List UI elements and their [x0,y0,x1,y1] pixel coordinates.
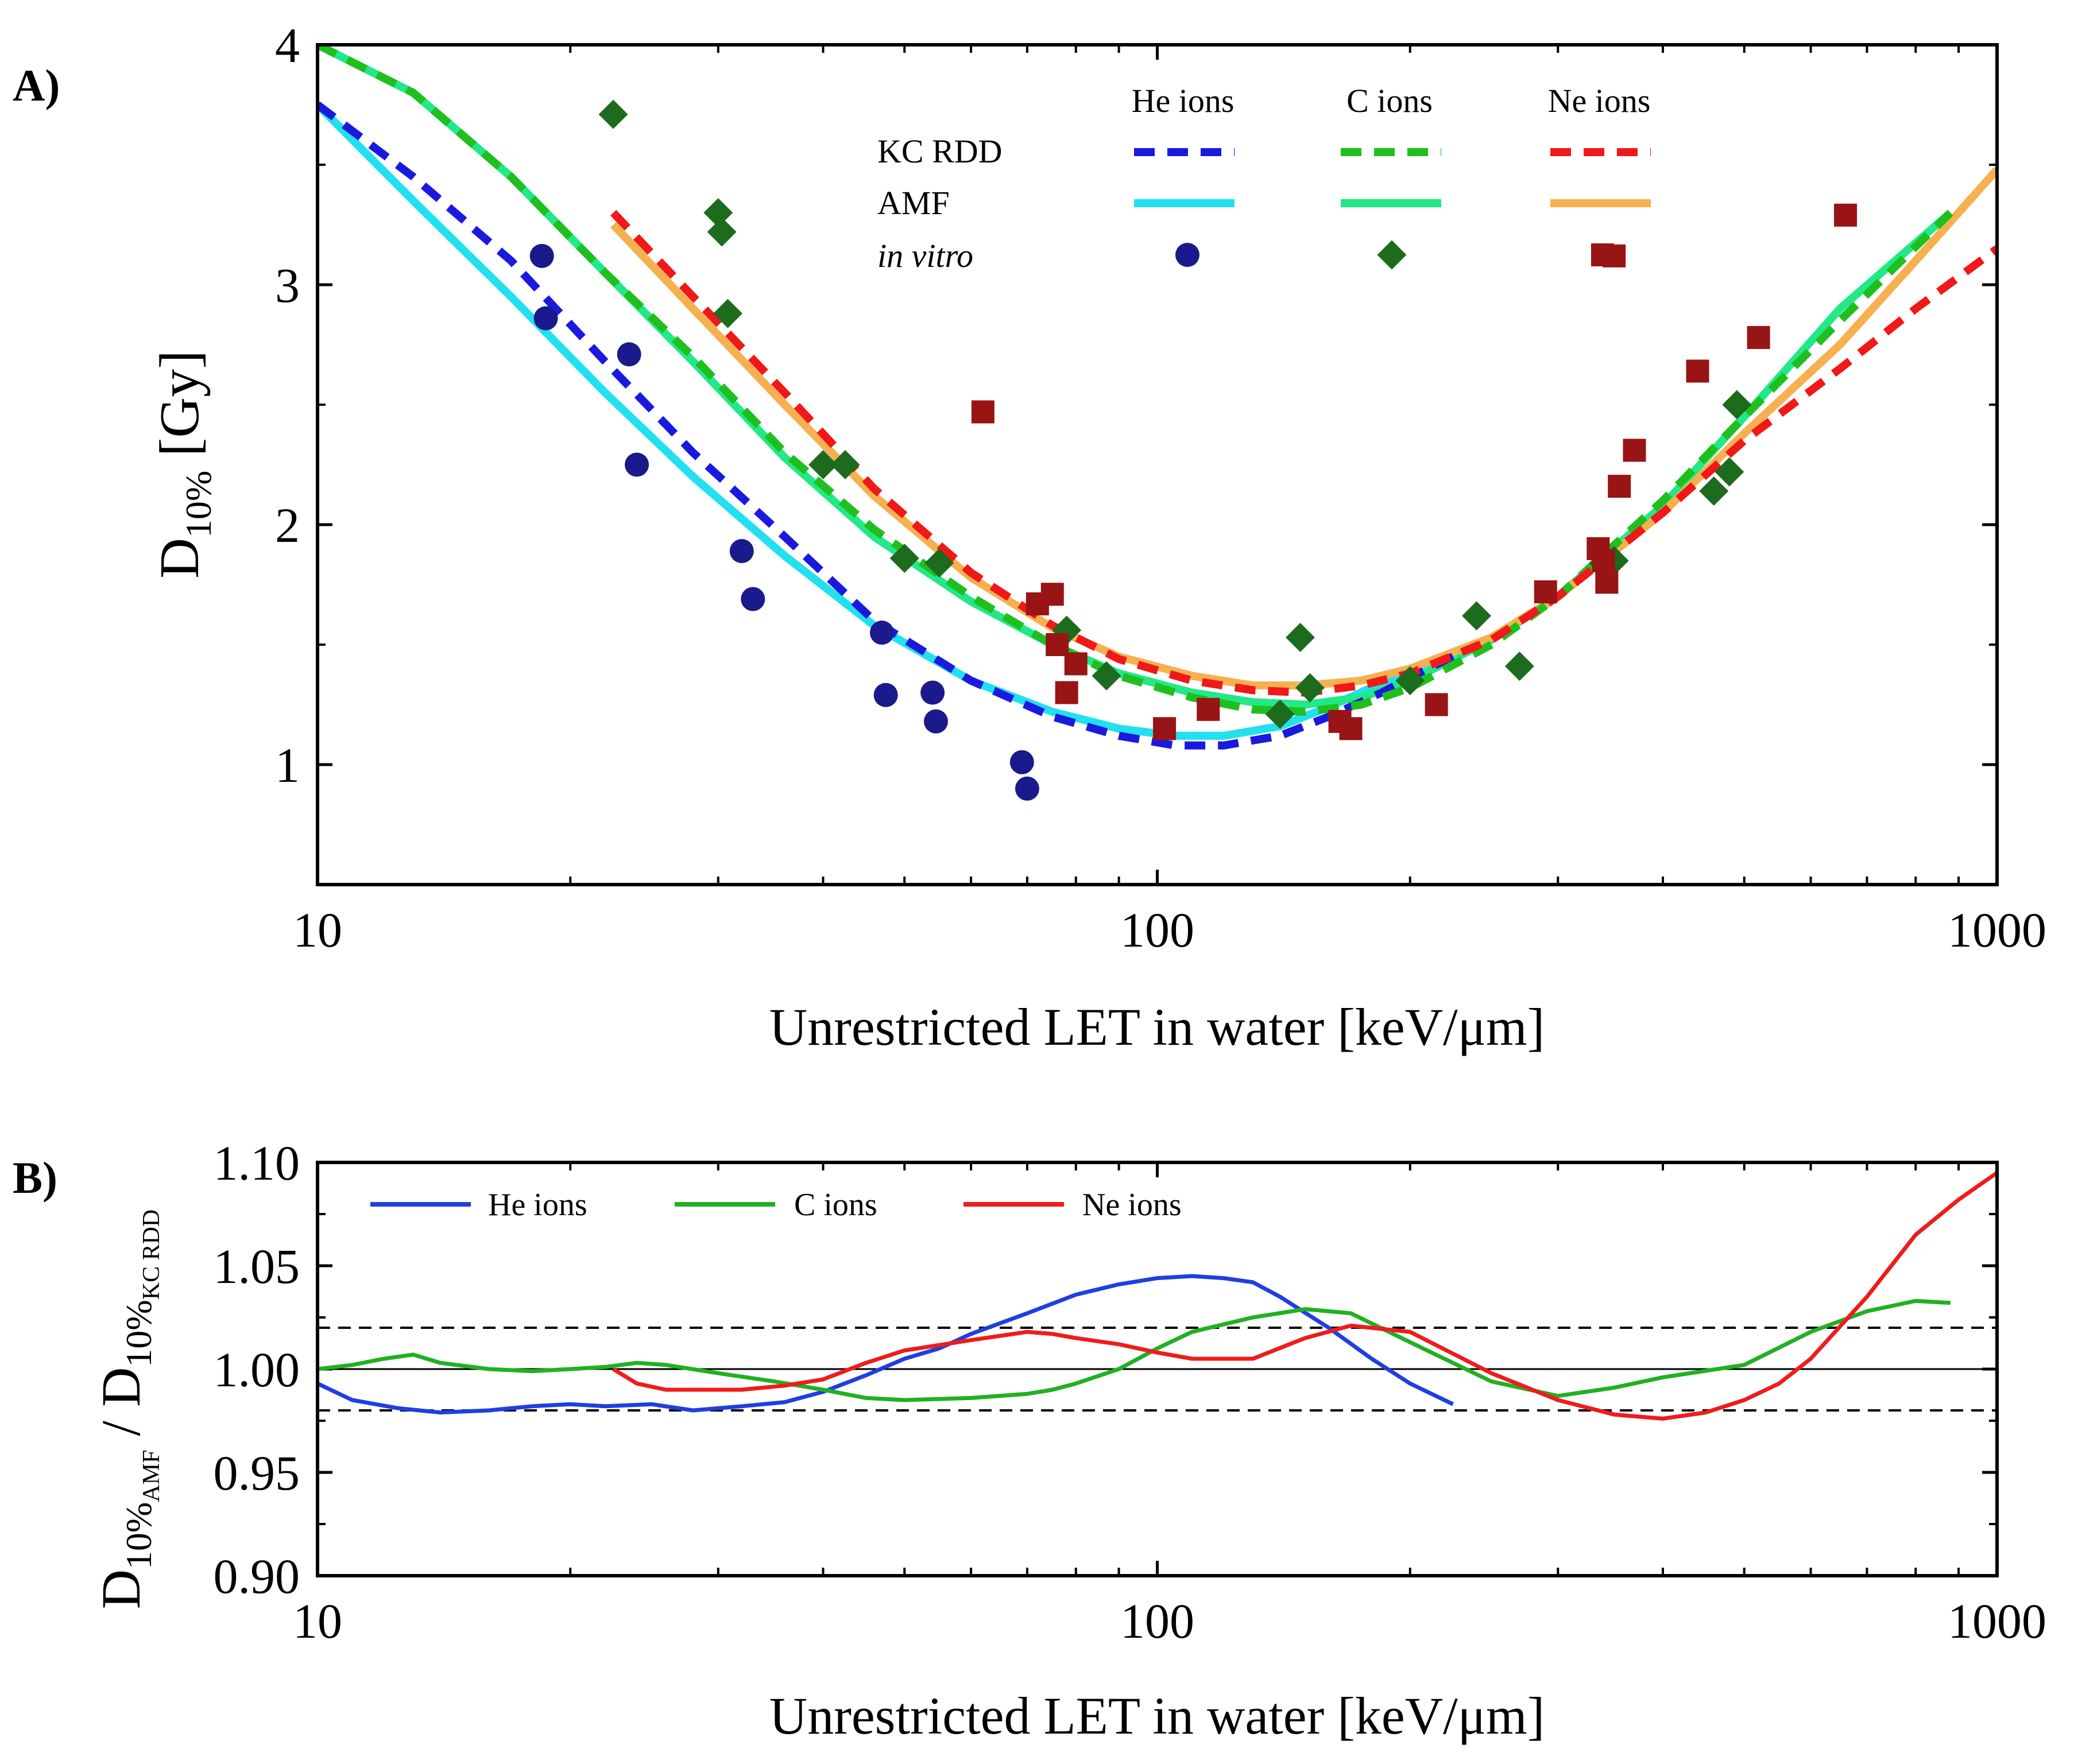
panel-b-legend: He ions C ions Ne ions [370,1187,1182,1223]
point-he-ions-in-vitro [617,342,641,367]
point-ne-ions-in-vitro [1055,681,1078,704]
point-he-ions-in-vitro [741,587,765,611]
legend-b-ne-text: Ne ions [1082,1187,1182,1223]
panel-b-ytick-label: 1.05 [214,1239,300,1294]
panel-a-legend: He ions C ions Ne ions KC RDD AMF in vit… [877,82,1651,274]
point-ne-ions-in-vitro [1064,652,1088,676]
point-ne-ions-in-vitro [1339,717,1363,741]
point-he-ions-in-vitro [869,621,894,645]
panel-a-ytick-label: 1 [275,738,300,793]
panel-a-label: A) [13,60,60,110]
point-c-ions-in-vitro [889,544,919,573]
point-he-ions-in-vitro [920,680,945,705]
point-he-ions-in-vitro [1009,750,1034,774]
panel-b-xtick-label: 100 [1120,1594,1194,1649]
panel-a: A) 10 100 1000 1 2 3 4 He ions C ions Ne ions … [13,18,2046,1056]
series-b-ne-ions [612,1171,1997,1421]
point-ne-ions-in-vitro [1747,325,1770,349]
point-ne-ions-in-vitro [1834,203,1858,227]
series-ne-ions-amf [610,166,1997,690]
panel-a-tick-labels: 10 100 1000 1 2 3 4 [275,18,2046,957]
legend-row-amf: AMF [877,184,950,222]
point-ne-ions-in-vitro [1623,439,1646,462]
panel-b-series [318,1171,1997,1421]
panel-b-xlabel: Unrestricted LET in water [keV/μm] [769,1687,1545,1745]
point-c-ions-in-vitro [1462,601,1492,631]
legend-col-he: He ions [1132,82,1235,119]
panel-b-ylabel: D10%AMF / D10%KC RDD [90,1209,165,1610]
series-b-he-ions [318,1274,1454,1415]
panel-a-xlabel: Unrestricted LET in water [keV/μm] [769,998,1545,1056]
panel-b-xtick-label: 1000 [1948,1594,2046,1649]
point-he-ions-in-vitro [873,683,898,707]
panel-a-ylabel: D10% [Gy] [149,350,219,579]
point-c-ions-in-vitro [808,450,838,479]
legend-col-ne: Ne ions [1548,82,1651,119]
point-he-ions-in-vitro [529,243,554,268]
series-he-ions-kc-rdd [318,101,1455,750]
point-ne-ions-in-vitro [1046,633,1069,656]
panel-b-tick-labels: 10 100 1000 0.90 0.95 1.00 1.05 1.10 [214,1135,2047,1649]
point-c-ions-in-vitro [713,298,742,328]
panel-b-ytick-label: 0.90 [214,1549,300,1604]
point-c-ions-in-vitro [924,548,954,578]
point-c-ions-in-vitro [1295,673,1325,703]
panel-a-ytick-label: 4 [275,18,300,73]
panel-b-xtick-label: 10 [293,1594,342,1649]
panel-b-ytick-label: 0.95 [214,1445,300,1501]
legend-ne-marker [1591,243,1614,266]
point-ne-ions-in-vitro [1425,693,1448,716]
point-c-ions-in-vitro [830,450,860,479]
panel-a-xtick-label: 10 [293,902,342,957]
panel-a-series [318,45,1997,750]
point-he-ions-in-vitro [1015,776,1039,801]
point-ne-ions-in-vitro [1595,571,1619,594]
point-ne-ions-in-vitro [1197,697,1220,721]
legend-col-c: C ions [1346,82,1433,119]
point-c-ions-in-vitro [1504,652,1534,681]
legend-b-c-text: C ions [794,1187,877,1223]
point-he-ions-in-vitro [923,709,948,734]
legend-c-marker [1377,240,1407,270]
point-ne-ions-in-vitro [1040,583,1064,606]
legend-row-kc: KC RDD [877,133,1003,170]
series-b-c-ions [318,1298,1951,1402]
point-c-ions-in-vitro [703,198,733,228]
panel-a-points [529,99,1858,801]
point-he-ions-in-vitro [729,538,754,563]
point-ne-ions-in-vitro [1686,359,1709,383]
panel-a-xtick-label: 100 [1120,902,1194,957]
panel-b-plot-frame [316,1161,1999,1577]
panel-b: B) 10 100 1000 0.90 0.95 1.00 1.05 1.10 He ions… [13,1135,2046,1745]
panel-b-ytick-label: 1.00 [214,1342,300,1397]
panel-a-xtick-label: 1000 [1948,902,2046,957]
panel-b-ytick-label: 1.10 [214,1135,300,1191]
point-c-ions-in-vitro [1286,623,1315,652]
point-he-ions-in-vitro [625,452,649,477]
series-c-ions-kc-rdd [318,45,1953,716]
panel-a-plot-frame [316,43,1999,886]
point-c-ions-in-vitro [598,99,628,129]
panel-a-ytick-label: 2 [275,498,300,553]
panel-b-label: B) [13,1153,57,1203]
legend-row-invitro: in vitro [877,237,973,274]
point-c-ions-in-vitro [1092,661,1121,691]
legend-b-he-text: He ions [488,1187,587,1223]
point-c-ions-in-vitro [707,217,737,247]
point-ne-ions-in-vitro [971,400,995,424]
point-ne-ions-in-vitro [1153,717,1177,741]
point-ne-ions-in-vitro [1592,549,1615,572]
point-ne-ions-in-vitro [1608,475,1631,498]
panel-a-ticks [316,43,1999,886]
legend-he-marker [1175,243,1199,267]
point-ne-ions-in-vitro [1534,580,1557,604]
panel-a-ytick-label: 3 [275,258,300,313]
point-he-ions-in-vitro [533,306,558,331]
